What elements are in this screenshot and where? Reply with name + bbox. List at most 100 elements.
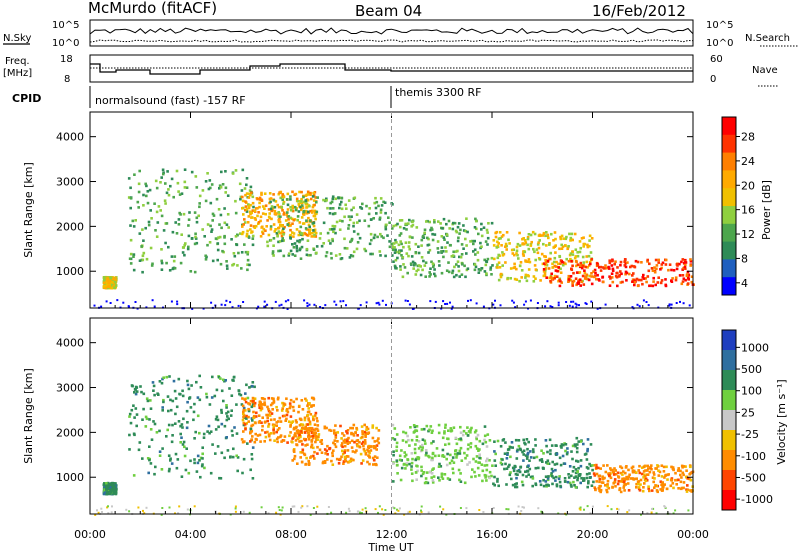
heatmap-pixel <box>612 473 616 476</box>
heatmap-pixel <box>245 210 249 213</box>
heatmap-pixel <box>363 430 367 434</box>
heatmap-pixel <box>469 442 473 445</box>
heatmap-pixel <box>282 227 285 231</box>
heatmap-pixel <box>105 485 108 488</box>
heatmap-pixel <box>461 433 465 437</box>
heatmap-pixel <box>315 212 318 216</box>
heatmap-pixel <box>251 384 254 388</box>
heatmap-pixel <box>590 237 594 240</box>
heatmap-pixel <box>261 205 265 208</box>
heatmap-pixel <box>405 440 408 444</box>
heatmap-pixel <box>160 248 163 251</box>
heatmap-pixel <box>351 254 355 258</box>
heatmap-pixel <box>491 464 494 467</box>
heatmap-pixel <box>294 192 298 196</box>
heatmap-pixel <box>457 468 461 472</box>
heatmap-pixel <box>310 431 314 434</box>
heatmap-pixel <box>586 447 589 451</box>
heatmap-pixel <box>542 232 546 236</box>
heatmap-pixel <box>113 281 117 284</box>
heatmap-pixel <box>441 454 445 457</box>
heatmap-pixel <box>614 469 617 472</box>
heatmap-pixel <box>426 243 430 247</box>
heatmap-pixel <box>656 490 659 494</box>
heatmap-pixel <box>230 409 233 412</box>
heatmap-pixel <box>644 479 648 483</box>
clutter-pixel <box>364 507 367 510</box>
heatmap-pixel <box>195 216 199 220</box>
heatmap-pixel <box>263 403 267 407</box>
heatmap-pixel <box>327 239 331 242</box>
heatmap-pixel <box>408 218 411 222</box>
heatmap-pixel <box>271 423 275 426</box>
heatmap-pixel <box>445 463 449 467</box>
heatmap-pixel <box>331 463 335 466</box>
heatmap-pixel <box>451 271 454 275</box>
heatmap-pixel <box>315 427 319 431</box>
heatmap-pixel <box>304 232 307 236</box>
heatmap-pixel <box>282 439 286 442</box>
heatmap-pixel <box>295 421 298 424</box>
heatmap-pixel <box>430 431 434 434</box>
heatmap-pixel <box>277 230 281 233</box>
heatmap-pixel <box>551 266 555 269</box>
heatmap-pixel <box>477 474 481 477</box>
heatmap-pixel <box>517 257 520 260</box>
heatmap-pixel <box>448 243 452 247</box>
heatmap-pixel <box>616 266 619 269</box>
heatmap-pixel <box>441 436 445 440</box>
clutter-pixel <box>442 508 445 511</box>
heatmap-pixel <box>318 448 322 452</box>
y-tick-label: 3000 <box>56 176 84 189</box>
heatmap-pixel <box>490 273 493 276</box>
heatmap-pixel <box>531 230 535 234</box>
heatmap-pixel <box>296 239 299 243</box>
heatmap-pixel <box>499 445 503 448</box>
heatmap-pixel <box>542 452 545 455</box>
heatmap-pixel <box>141 228 144 231</box>
heatmap-pixel <box>157 393 160 396</box>
heatmap-pixel <box>585 255 588 258</box>
heatmap-pixel <box>305 427 309 430</box>
heatmap-pixel <box>194 235 197 239</box>
heatmap-pixel <box>499 461 503 465</box>
heatmap-pixel <box>586 467 590 470</box>
clutter-pixel <box>626 511 629 514</box>
heatmap-pixel <box>619 471 623 475</box>
heatmap-pixel <box>231 172 235 175</box>
heatmap-pixel <box>447 270 451 274</box>
heatmap-pixel <box>305 456 308 460</box>
heatmap-pixel <box>679 480 683 484</box>
clutter-pixel <box>586 505 589 508</box>
heatmap-pixel <box>285 413 289 417</box>
heatmap-pixel <box>624 261 627 265</box>
heatmap-pixel <box>594 488 597 492</box>
heatmap-pixel <box>562 237 565 240</box>
heatmap-pixel <box>102 285 106 288</box>
heatmap-pixel <box>617 476 621 479</box>
heatmap-pixel <box>466 447 470 451</box>
heatmap-pixel <box>420 428 424 431</box>
heatmap-pixel <box>573 443 577 446</box>
heatmap-pixel <box>240 438 244 441</box>
heatmap-pixel <box>334 431 337 435</box>
heatmap-pixel <box>332 449 335 452</box>
heatmap-pixel <box>348 460 351 463</box>
heatmap-pixel <box>569 252 573 255</box>
heatmap-pixel <box>431 481 435 484</box>
heatmap-pixel <box>181 389 184 393</box>
heatmap-pixel <box>221 249 224 253</box>
heatmap-pixel <box>496 244 499 248</box>
heatmap-pixel <box>437 220 440 223</box>
heatmap-pixel <box>585 277 588 281</box>
heatmap-pixel <box>509 446 512 449</box>
heatmap-pixel <box>595 466 598 469</box>
heatmap-pixel <box>368 462 371 466</box>
heatmap-pixel <box>216 258 219 262</box>
heatmap-pixel <box>233 254 237 258</box>
heatmap-pixel <box>516 473 519 476</box>
heatmap-pixel <box>558 475 561 478</box>
heatmap-pixel <box>181 426 184 429</box>
heatmap-pixel <box>354 431 357 434</box>
